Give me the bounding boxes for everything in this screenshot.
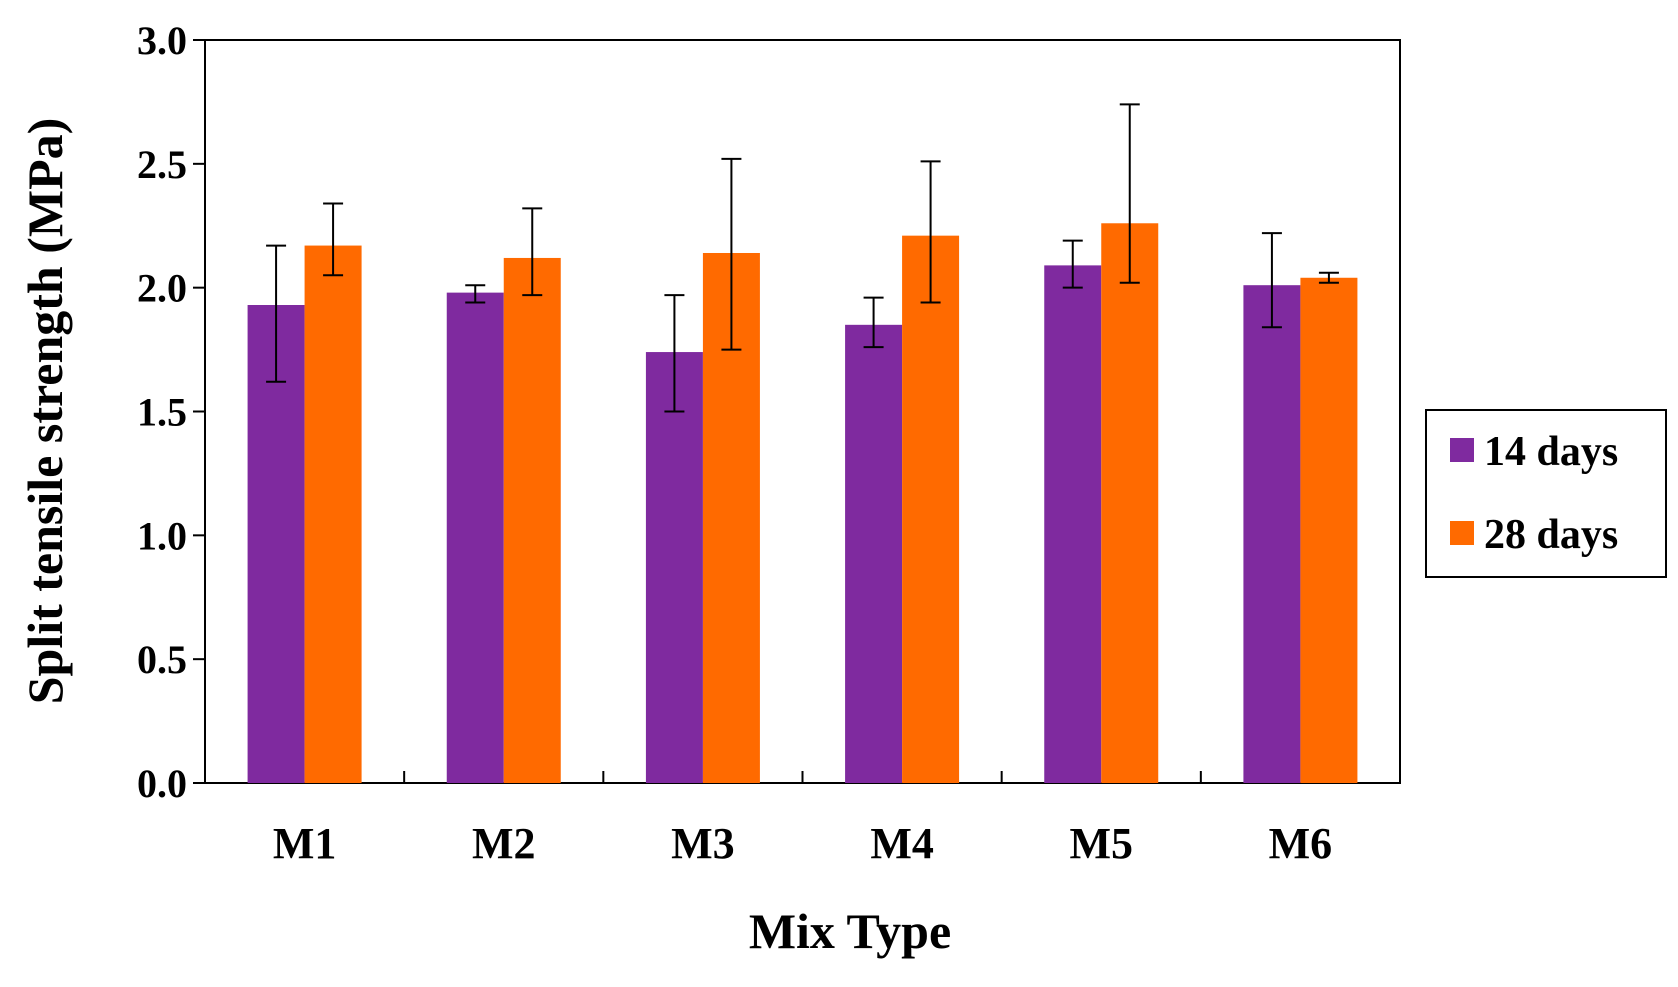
y-tick-label: 0.0 — [137, 761, 187, 806]
y-tick-label: 2.0 — [137, 266, 187, 311]
y-axis-title: Split tensile strength (MPa) — [17, 118, 73, 705]
bar-m4-28-days — [902, 235, 960, 783]
y-tick-label: 0.5 — [137, 637, 187, 682]
x-tick-label: M1 — [273, 819, 337, 868]
bar-m2-28-days — [503, 257, 561, 783]
x-tick-label: M2 — [472, 819, 536, 868]
bar-m4-14-days — [845, 324, 903, 783]
bar-m1-14-days — [247, 305, 305, 783]
legend-swatch-14-days — [1450, 438, 1474, 462]
plot-frame — [204, 39, 1401, 784]
x-tick-label: M4 — [870, 819, 934, 868]
legend-box — [1425, 409, 1667, 578]
x-tick-label: M6 — [1269, 819, 1333, 868]
error-bars-layer — [266, 103, 1339, 413]
legend: 14 days 28 days — [1425, 409, 1667, 578]
y-tick-label: 2.5 — [137, 142, 187, 187]
bar-m6-28-days — [1300, 277, 1358, 783]
bar-m5-14-days — [1044, 265, 1102, 783]
bar-m2-14-days — [446, 292, 504, 783]
y-tick-label: 3.0 — [137, 18, 187, 63]
x-tick-label: M3 — [671, 819, 735, 868]
x-axis-title: Mix Type — [749, 903, 951, 959]
legend-swatch-28-days — [1450, 521, 1474, 545]
bar-m6-14-days — [1243, 285, 1301, 783]
legend-label-14-days: 14 days — [1484, 429, 1618, 475]
bar-m5-28-days — [1101, 223, 1159, 784]
bar-m1-28-days — [304, 245, 362, 783]
bar-m3-14-days — [645, 352, 703, 783]
legend-label-28-days: 28 days — [1484, 512, 1618, 558]
y-axis: 0.0 0.5 1.0 1.5 2.0 2.5 3.0 — [137, 18, 205, 806]
y-tick-label: 1.5 — [137, 390, 187, 435]
y-tick-label: 1.0 — [137, 513, 187, 558]
bars-layer — [247, 223, 1358, 784]
x-tick-label: M5 — [1069, 819, 1133, 868]
x-axis: M1 M2 M3 M4 M5 M6 — [273, 771, 1332, 868]
